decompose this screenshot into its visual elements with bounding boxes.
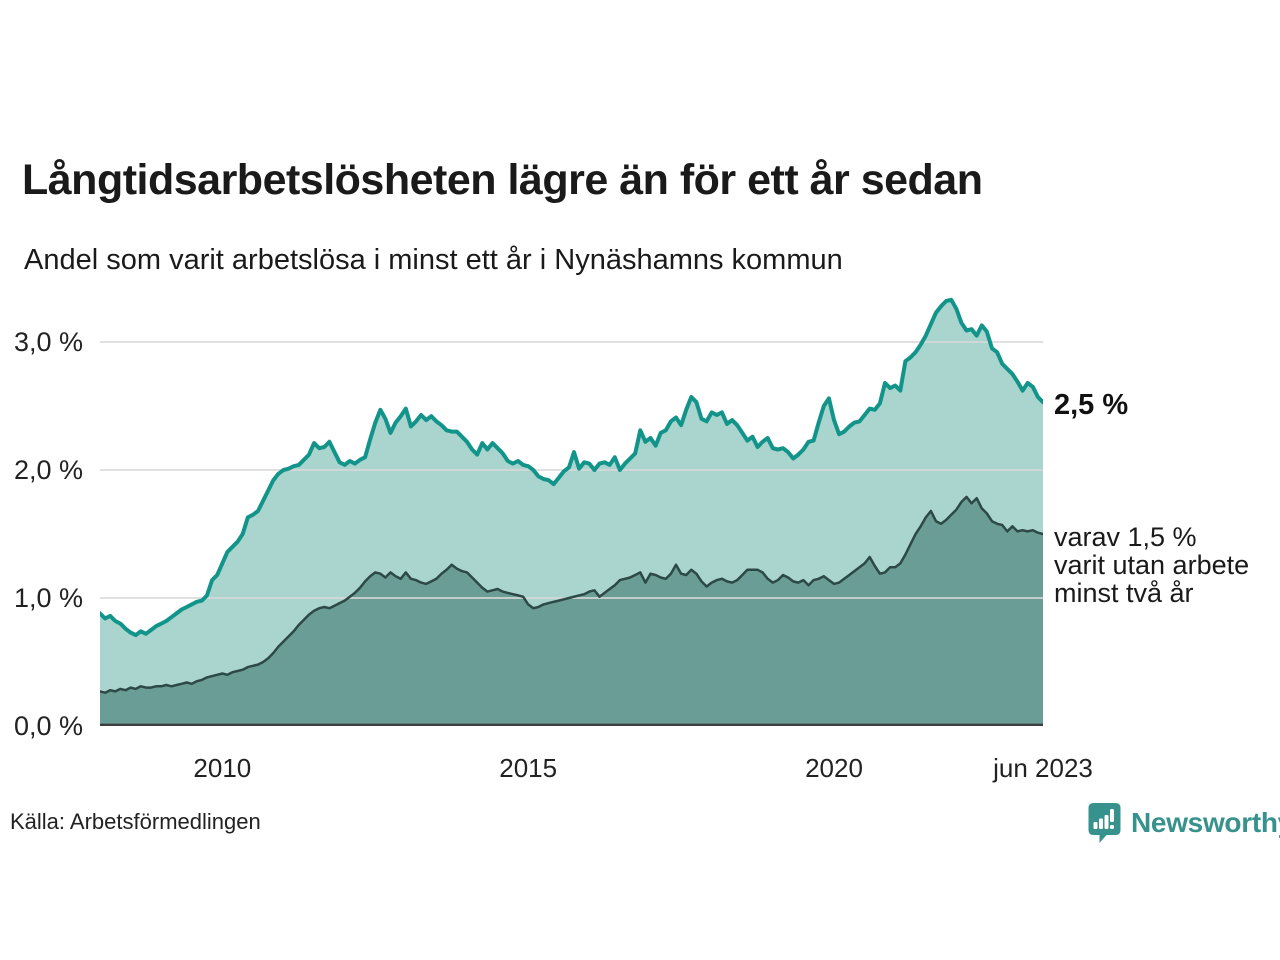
- x-tick-label-2020: 2020: [805, 753, 863, 783]
- source-credit: Källa: Arbetsförmedlingen: [10, 809, 261, 834]
- y-tick-label-3: 3,0 %: [13, 327, 83, 357]
- y-tick-label-0: 0,0 %: [13, 711, 83, 741]
- x-tick-label-2015: 2015: [499, 753, 558, 783]
- newsworthy-logo: Newsworthy: [1086, 801, 1280, 845]
- area-fill-two-years: [100, 496, 1043, 726]
- chart-title: Långtidsarbetslösheten lägre än för ett …: [22, 155, 983, 204]
- series-line-two-years: [100, 495, 1043, 694]
- unemployment-area-chart: [100, 297, 1043, 726]
- newsworthy-logo-text: Newsworthy: [1131, 807, 1280, 838]
- x-tick-label-2010: 2010: [193, 753, 252, 783]
- end-value-label-two-years: varav 1,5 % varit utan arbete minst två …: [1054, 522, 1250, 608]
- x-tick-label-jun-2023: jun 2023: [993, 753, 1093, 783]
- chart-subtitle: Andel som varit arbetslösa i minst ett å…: [24, 244, 843, 276]
- end-value-label-one-year: 2,5 %: [1054, 389, 1129, 421]
- newsworthy-bubble-chart-icon: [1086, 801, 1123, 845]
- series-line-one-year: [100, 297, 1043, 638]
- y-tick-label-2: 2,0 %: [13, 455, 83, 485]
- y-tick-label-1: 1,0 %: [13, 583, 83, 613]
